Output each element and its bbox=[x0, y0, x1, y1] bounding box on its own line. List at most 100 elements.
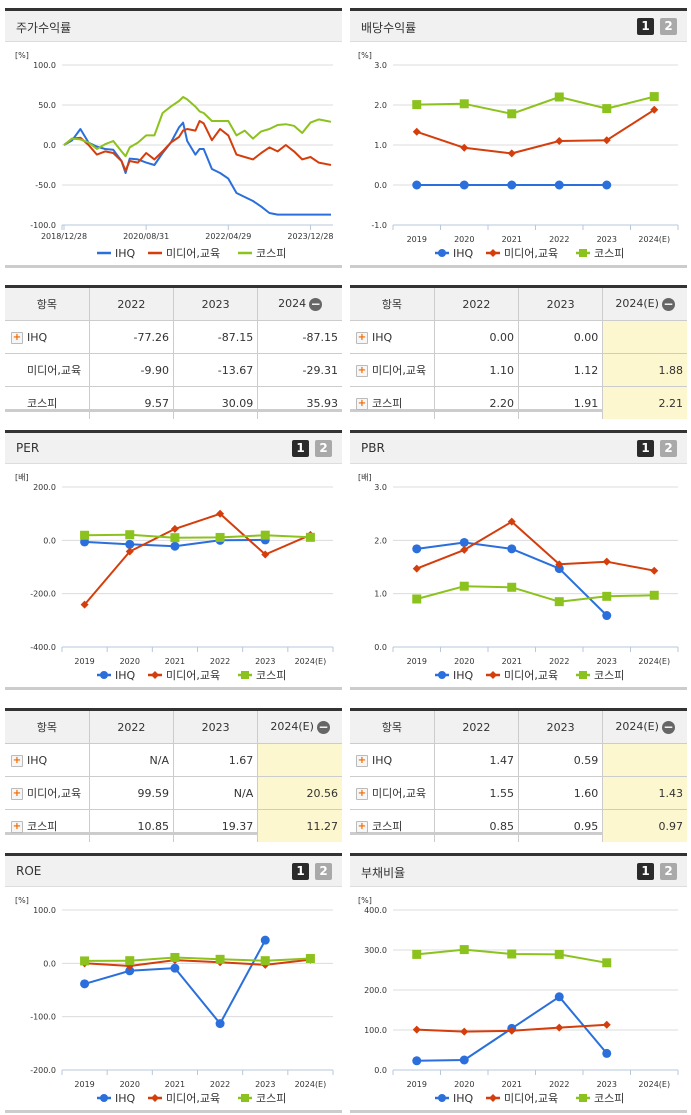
value-cell: 1.91 bbox=[518, 386, 604, 419]
diamond-marker bbox=[650, 566, 659, 575]
roe-panel: ROE 1 2 [%] 100.0 0.0 -100.0 -200.0 2019 2020 2… bbox=[5, 853, 342, 1113]
y-tick-label: -100.0 bbox=[30, 221, 56, 230]
column-header: 2023 bbox=[518, 288, 604, 321]
panel-header: 부채비율 1 2 bbox=[350, 856, 687, 887]
chart-svg: [배] 200.0 0.0 -200.0 -400.0 2019 2020 2021 2022 2… bbox=[15, 473, 334, 682]
x-tick-label: 2023 bbox=[255, 1080, 275, 1089]
column-header-label: 2023 bbox=[546, 297, 575, 311]
expand-plus-icon[interactable]: + bbox=[356, 821, 368, 833]
expand-plus-icon[interactable]: + bbox=[11, 331, 23, 344]
y-tick-label: 200.0 bbox=[364, 986, 387, 995]
legend-item[interactable]: IHQ bbox=[97, 669, 136, 682]
legend-item[interactable]: 코스피 bbox=[238, 669, 286, 682]
debt-ratio-panel: 부채비율 1 2 [%] 400.0 300.0 200.0 100.0 0.0 2019 2… bbox=[350, 853, 687, 1113]
page-2-button[interactable]: 2 bbox=[315, 440, 332, 457]
column-header: 2023 bbox=[518, 711, 604, 744]
legend-item[interactable]: IHQ bbox=[435, 1092, 474, 1105]
stock-return-panel: 주가수익률 [%] 100.0 50.0 0.0 -50.0 -100.0 2018/12/… bbox=[5, 8, 342, 268]
y-tick-label: -100.0 bbox=[30, 1013, 56, 1022]
expand-plus-icon[interactable]: + bbox=[356, 754, 368, 767]
value-cell: -87.15 bbox=[173, 320, 259, 354]
legend-item[interactable]: 미디어,교육 bbox=[486, 669, 558, 682]
legend-item[interactable]: IHQ bbox=[97, 247, 136, 260]
square-marker bbox=[241, 1094, 249, 1102]
page-1-button[interactable]: 1 bbox=[637, 863, 654, 880]
page-1-button[interactable]: 1 bbox=[637, 440, 654, 457]
header-row: 항목 2022 2023 2024(E) − bbox=[5, 711, 342, 744]
header-row: 항목 2022 2023 2024(E) − bbox=[350, 288, 687, 321]
expand-plus-icon[interactable]: + bbox=[356, 788, 368, 800]
series-2 bbox=[412, 945, 612, 968]
collapse-minus-icon[interactable]: − bbox=[661, 719, 675, 734]
expand-plus-icon[interactable]: + bbox=[356, 365, 368, 377]
legend-item[interactable]: 코스피 bbox=[238, 1092, 286, 1105]
page-2-button[interactable]: 2 bbox=[315, 863, 332, 880]
legend-item[interactable]: 미디어,교육 bbox=[148, 1092, 220, 1105]
legend-item[interactable]: 미디어,교육 bbox=[486, 1092, 558, 1105]
page-1-button[interactable]: 1 bbox=[292, 440, 309, 457]
diamond-marker bbox=[602, 1020, 611, 1029]
square-marker bbox=[602, 104, 612, 114]
circle-marker bbox=[170, 541, 180, 551]
page-2-button[interactable]: 2 bbox=[660, 863, 677, 880]
legend-item[interactable]: 코스피 bbox=[576, 1092, 624, 1105]
legend: IHQ 미디어,교육 코스피 bbox=[435, 1092, 624, 1105]
x-tick-label: 2021 bbox=[165, 1080, 185, 1089]
legend-item[interactable]: 미디어,교육 bbox=[148, 247, 220, 260]
legend-item[interactable]: 코스피 bbox=[238, 247, 286, 260]
expand-plus-icon[interactable]: + bbox=[11, 821, 23, 833]
square-marker bbox=[125, 530, 135, 540]
page-2-button[interactable]: 2 bbox=[660, 18, 677, 35]
row-label-cell: + 코스피 bbox=[5, 809, 90, 842]
y-tick-label: -400.0 bbox=[30, 643, 56, 652]
diamond-marker bbox=[412, 127, 421, 136]
y-tick-label: -200.0 bbox=[30, 1066, 56, 1075]
page-1-button[interactable]: 1 bbox=[292, 863, 309, 880]
page-2-button[interactable]: 2 bbox=[660, 440, 677, 457]
page-1-button[interactable]: 1 bbox=[637, 18, 654, 35]
legend-item[interactable]: IHQ bbox=[97, 1092, 136, 1105]
expand-plus-icon[interactable]: + bbox=[356, 398, 368, 410]
diamond-marker bbox=[261, 550, 270, 559]
legend-item[interactable]: IHQ bbox=[435, 247, 474, 260]
legend-item[interactable]: 코스피 bbox=[576, 247, 624, 260]
x-tick-label: 2022 bbox=[210, 1080, 230, 1089]
y-tick-label: 100.0 bbox=[33, 61, 56, 70]
collapse-minus-icon[interactable]: − bbox=[309, 296, 323, 311]
legend-label: IHQ bbox=[453, 1092, 474, 1105]
diamond-marker bbox=[412, 1025, 421, 1034]
square-marker bbox=[602, 958, 612, 968]
legend-item[interactable]: 미디어,교육 bbox=[148, 669, 220, 682]
series-line bbox=[84, 939, 267, 1025]
diamond-marker bbox=[555, 560, 564, 569]
column-header: 2022 bbox=[89, 711, 175, 744]
series-line bbox=[84, 958, 311, 967]
x-tick-label: 2019 bbox=[407, 235, 427, 244]
expand-plus-icon[interactable]: + bbox=[356, 331, 368, 344]
legend-item[interactable]: 미디어,교육 bbox=[486, 247, 558, 260]
data-table: 항목 2022 2023 2024(E) − + IHQ N/A 1.67 + 미디어,교육 99.5… bbox=[5, 711, 342, 842]
table-row: 코스피 9.57 30.09 35.93 bbox=[5, 386, 342, 419]
square-marker bbox=[215, 954, 225, 964]
circle-marker bbox=[412, 1056, 422, 1066]
table-row: + IHQ 0.00 0.00 bbox=[350, 320, 687, 354]
y-tick-label: -200.0 bbox=[30, 590, 56, 599]
expand-plus-icon[interactable]: + bbox=[11, 788, 23, 800]
legend-item[interactable]: IHQ bbox=[435, 669, 474, 682]
legend-item[interactable]: 코스피 bbox=[576, 669, 624, 682]
expand-plus-icon[interactable]: + bbox=[11, 754, 23, 767]
value-cell: -87.15 bbox=[257, 320, 342, 354]
collapse-minus-icon[interactable]: − bbox=[316, 719, 330, 734]
series-2 bbox=[63, 96, 332, 158]
square-marker bbox=[80, 956, 90, 966]
row-label: 코스피 bbox=[372, 397, 403, 410]
square-marker bbox=[170, 952, 180, 962]
column-header-label: 항목 bbox=[381, 721, 402, 734]
diamond-marker bbox=[80, 600, 89, 609]
series-line bbox=[416, 585, 655, 603]
collapse-minus-icon[interactable]: − bbox=[661, 296, 675, 311]
panel-header: PBR 1 2 bbox=[350, 433, 687, 464]
diamond-marker bbox=[507, 1026, 516, 1035]
chart-svg: [%]400.0 300.0 200.0 100.0 0.0 2019 2020 2021 20… bbox=[358, 896, 679, 1105]
row-label: 미디어,교육 bbox=[372, 364, 427, 377]
